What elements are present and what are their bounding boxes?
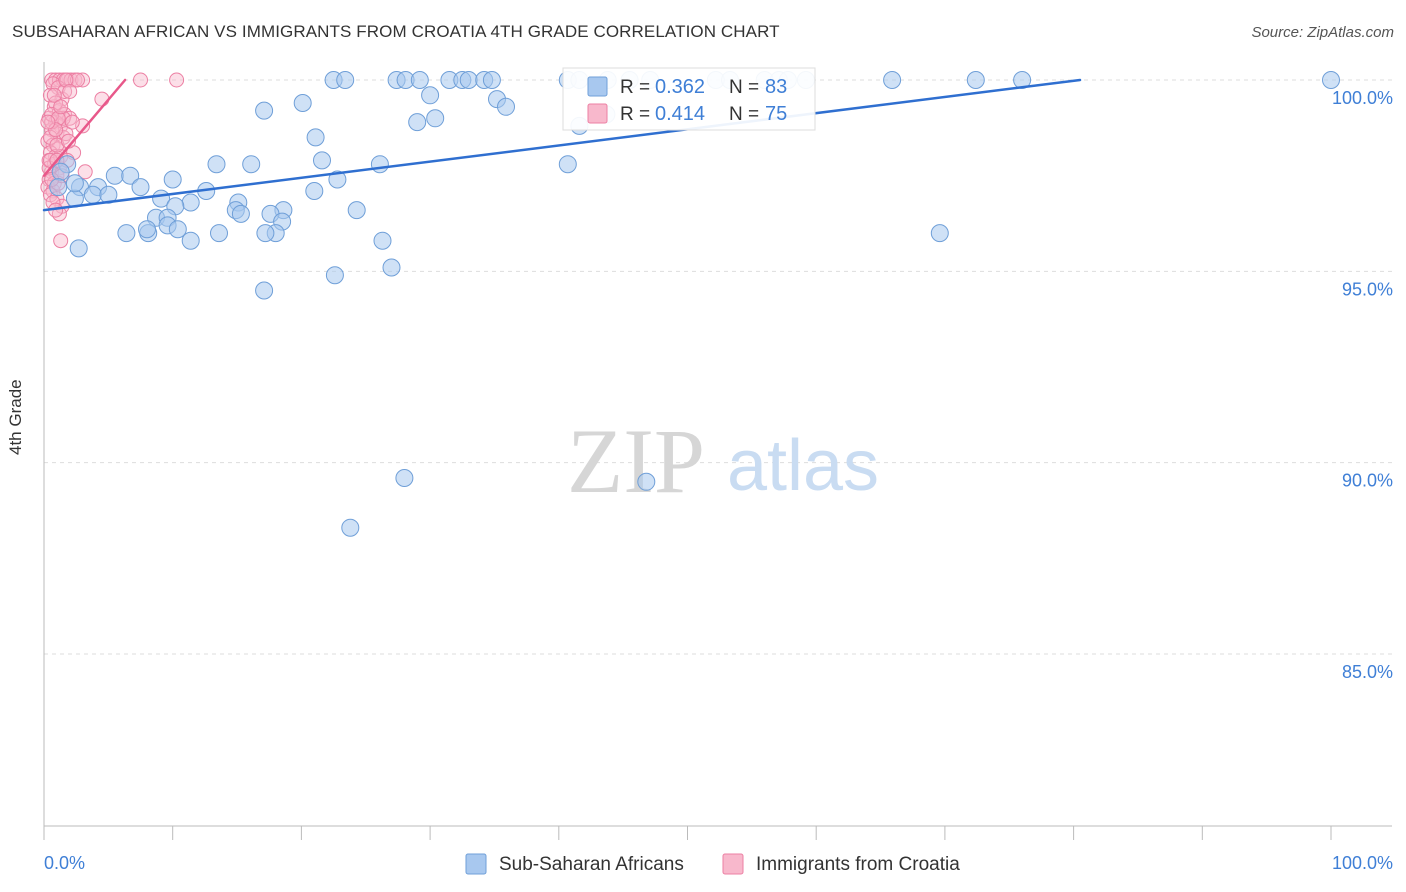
bottom-legend: Sub-Saharan Africans Immigrants from Croa… [465, 853, 960, 875]
blue-data-point [293, 94, 312, 112]
r-value: 0.414 [655, 103, 705, 125]
axis-layer: 0.0% 100.0% [43, 62, 1393, 873]
y-tick-label: 95.0% [1342, 279, 1393, 299]
blue-data-point [242, 155, 261, 174]
pink-data-point [40, 114, 56, 130]
blue-data-point [410, 71, 429, 89]
blue-data-point [131, 178, 150, 197]
pink-data-point [42, 87, 58, 103]
n-value: 83 [765, 76, 787, 98]
pink-data-point [49, 137, 65, 153]
blue-data-point [966, 71, 985, 89]
blue-data-point [421, 86, 440, 105]
blue-data-point [83, 185, 102, 204]
blue-data-point [325, 266, 344, 285]
pink-data-point [94, 91, 110, 107]
watermark-zip: ZIP [567, 410, 705, 512]
pink-data-point [62, 84, 78, 99]
blue-data-point [231, 204, 250, 223]
pink-data-point [44, 122, 60, 138]
blue-data-point [370, 155, 389, 174]
pink-data-point [46, 87, 62, 103]
pink-data-point [53, 99, 69, 115]
blue-data-point [210, 224, 228, 243]
blue-data-point [256, 224, 275, 243]
pink-stats-swatch [587, 103, 608, 124]
blue-data-point [255, 101, 274, 120]
pink-data-point [48, 122, 64, 138]
blue-data-point [138, 220, 156, 239]
grid-layer: 100.0% 95.0% 90.0% 85.0% [44, 79, 1393, 682]
blue-data-point [305, 182, 324, 200]
blue-legend-swatch [465, 853, 487, 875]
x-tick-label-max: 100.0% [1332, 853, 1393, 873]
blue-data-point [558, 155, 577, 174]
pink-data-point [75, 72, 91, 88]
blue-data-point [347, 201, 366, 220]
pink-data-point [55, 110, 71, 126]
blue-data-point [382, 258, 401, 277]
r-label: R = [620, 77, 650, 98]
pink-data-point [70, 72, 85, 88]
blue-data-point [459, 71, 478, 89]
blue-data-point [99, 185, 118, 204]
blue-data-point [930, 224, 949, 243]
blue-stats-swatch [587, 76, 608, 97]
blue-data-point [69, 239, 88, 258]
pink-trendline [42, 78, 127, 177]
watermark: ZIP atlas [567, 410, 879, 512]
legend-label: Sub-Saharan Africans [499, 854, 684, 875]
blue-data-point [163, 170, 182, 189]
source-label: Source: ZipAtlas.com [1251, 24, 1394, 41]
blue-data-point [341, 518, 360, 537]
blue-data-point [408, 113, 427, 132]
n-value: 75 [765, 103, 787, 125]
chart-title: SUBSAHARAN AFRICAN VS IMMIGRANTS FROM CR… [12, 22, 780, 41]
blue-data-point [51, 162, 70, 181]
blue-data-point [168, 220, 187, 239]
blue-data-point [306, 128, 325, 147]
pink-data-point [53, 233, 69, 249]
blue-data-point [328, 170, 347, 189]
pink-data-point [58, 72, 74, 88]
blue-data-point [883, 71, 902, 89]
blue-data-point [49, 178, 68, 197]
blue-data-point [181, 231, 200, 250]
blue-data-point [255, 281, 274, 300]
pink-legend-swatch [722, 853, 744, 875]
blue-data-point [117, 224, 136, 243]
legend-label: Immigrants from Croatia [756, 854, 960, 875]
pink-data-point [169, 72, 185, 88]
trend-layer [42, 78, 1082, 212]
blue-data-point [395, 469, 414, 487]
watermark-atlas: atlas [727, 426, 879, 506]
blue-data-point [65, 174, 84, 193]
y-tick-label: 85.0% [1342, 662, 1393, 682]
blue-data-point [482, 71, 501, 89]
blue-data-point [497, 97, 515, 116]
blue-data-point [336, 71, 355, 89]
pink-data-point [64, 114, 80, 130]
x-tick-label-min: 0.0% [44, 853, 85, 873]
blue-data-point [426, 109, 445, 128]
y-tick-label: 90.0% [1342, 471, 1393, 491]
y-tick-label: 100.0% [1332, 88, 1393, 108]
blue-data-point [207, 155, 226, 174]
n-label: N = [729, 77, 759, 98]
blue-data-point [105, 166, 124, 185]
stats-legend: R = 0.362 N = 83 R = 0.414 N = 75 [562, 67, 816, 131]
r-value: 0.362 [655, 76, 705, 98]
blue-data-point [373, 231, 392, 250]
pink-data-point [133, 72, 148, 88]
n-label: N = [729, 104, 759, 125]
blue-data-point [121, 166, 140, 185]
blue-data-point [1322, 71, 1340, 89]
blue-trendline [42, 78, 1082, 212]
blue-data-point [181, 193, 200, 212]
blue-data-point [313, 151, 331, 170]
blue-data-point [637, 472, 656, 491]
pink-data-point [77, 164, 93, 180]
r-label: R = [620, 104, 650, 125]
